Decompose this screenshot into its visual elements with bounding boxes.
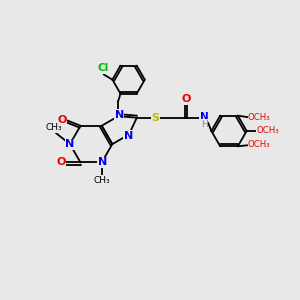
- Text: H: H: [201, 120, 208, 129]
- Text: CH₃: CH₃: [46, 123, 63, 132]
- Text: O: O: [58, 115, 67, 125]
- Text: S: S: [152, 113, 160, 123]
- Text: CH₃: CH₃: [93, 176, 110, 184]
- Text: N: N: [98, 158, 107, 167]
- Text: O: O: [56, 158, 66, 167]
- Text: OCH₃: OCH₃: [257, 127, 280, 136]
- Text: OCH₃: OCH₃: [248, 113, 271, 122]
- Text: N: N: [115, 110, 124, 120]
- Text: N: N: [65, 139, 74, 149]
- Text: N: N: [124, 131, 133, 141]
- Text: O: O: [182, 94, 191, 104]
- Text: Cl: Cl: [97, 64, 108, 74]
- Text: OCH₃: OCH₃: [248, 140, 271, 149]
- Text: N: N: [200, 112, 208, 122]
